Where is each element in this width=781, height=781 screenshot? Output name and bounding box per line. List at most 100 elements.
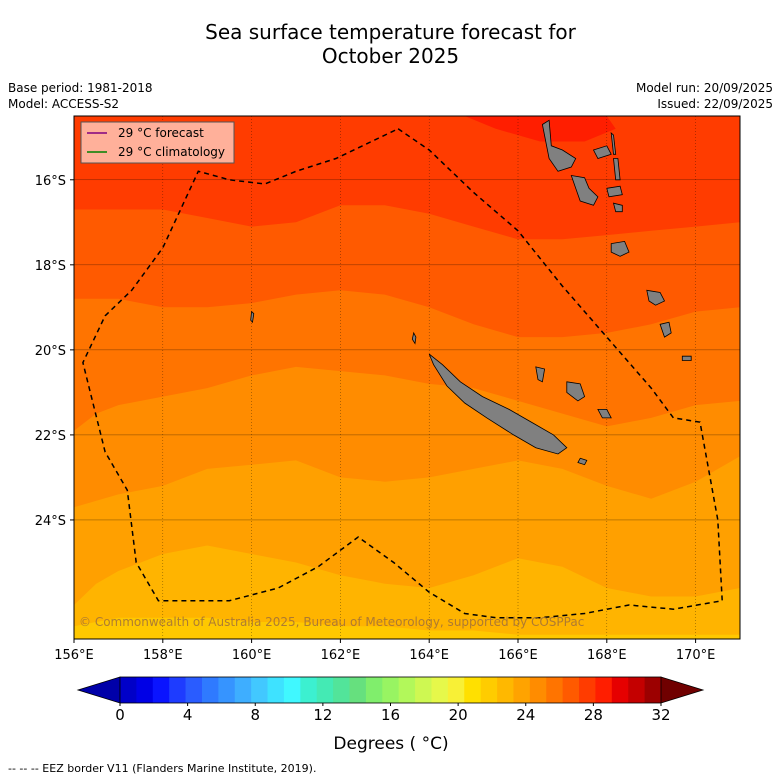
legend-forecast-label: 29 °C forecast (118, 126, 204, 140)
colorbar-tick-label-8: 32 (651, 706, 670, 724)
colorbar-segment-18 (415, 677, 432, 703)
colorbar-segment-6 (218, 677, 236, 703)
colorbar-segment-28 (579, 677, 596, 703)
x-tick-label-4: 164°E (409, 648, 449, 663)
gridlines (74, 116, 740, 639)
x-tick-label-2: 160°E (232, 648, 272, 663)
copyright-text: © Commonwealth of Australia 2025, Bureau… (79, 615, 584, 629)
colorbar-segment-15 (365, 677, 383, 703)
colorbar-segment-0 (120, 677, 137, 703)
colorbar-segment-31 (628, 677, 645, 703)
legend: 29 °C forecast 29 °C climatology (80, 121, 235, 164)
land-17 (681, 355, 692, 361)
colorbar-segment-7 (234, 677, 252, 703)
sst-band-1 (74, 545, 740, 639)
colorbar-segment-10 (283, 677, 301, 703)
colorbar-segment-21 (464, 677, 482, 703)
colorbar-segment-4 (185, 677, 203, 703)
land-14 (610, 240, 630, 257)
land-masses (250, 119, 692, 466)
land-9 (613, 158, 621, 181)
colorbar-segment-8 (251, 677, 268, 703)
colorbar-tick-label-3: 12 (313, 706, 332, 724)
land-13 (612, 202, 623, 213)
land-10 (592, 145, 612, 159)
colorbar-segment-25 (529, 677, 547, 703)
x-tick-label-1: 158°E (143, 648, 183, 663)
colorbar-segment-1 (136, 677, 154, 703)
land-8 (610, 131, 617, 155)
x-tick-label-6: 168°E (587, 648, 627, 663)
colorbar-extend-low (76, 676, 121, 704)
colorbar-segment-29 (595, 677, 613, 703)
colorbar-tick-label-0: 0 (115, 706, 125, 724)
x-tick-label-0: 156°E (54, 648, 94, 663)
map-frame (73, 115, 741, 640)
colorbar-tick-label-4: 16 (381, 706, 400, 724)
eez-layer (82, 127, 723, 619)
land-11 (570, 174, 599, 206)
land-5 (597, 408, 612, 419)
colorbar-tick-label-5: 20 (449, 706, 468, 724)
land-15 (646, 289, 666, 306)
colorbar-tick-label-7: 28 (584, 706, 603, 724)
colorbar-extend-high (660, 676, 705, 704)
eez-footnote: -- -- -- EEZ border V11 (Flanders Marine… (8, 762, 317, 775)
colorbar-tick-label-6: 24 (516, 706, 535, 724)
colorbar-segment-19 (431, 677, 449, 703)
colorbar-segment-17 (398, 677, 416, 703)
land-12 (606, 185, 623, 198)
y-tick-label-2: 20°S (35, 344, 66, 359)
x-axis-ticks: 156°E 158°E 160°E 162°E 164°E 166°E 168°E 170°E (54, 639, 715, 663)
colorbar-segment-27 (562, 677, 580, 703)
y-axis-ticks: 16°S 18°S 20°S 22°S 24°S (35, 174, 74, 529)
colorbar-segment-9 (267, 677, 285, 703)
y-tick-label-3: 22°S (35, 429, 66, 444)
colorbar-segment-5 (201, 677, 219, 703)
model-run: Model run: 20/09/2025 (635, 81, 773, 95)
colorbar-segment-13 (333, 677, 350, 703)
colorbar-tick-label-2: 8 (250, 706, 260, 724)
title-line-2: October 2025 (321, 44, 460, 68)
colorbar-segment-30 (611, 677, 629, 703)
land-2 (411, 331, 417, 345)
colorbar-segment-24 (513, 677, 531, 703)
x-tick-label-7: 170°E (676, 648, 716, 663)
colorbar-segment-3 (169, 677, 186, 703)
sst-top-patch (464, 116, 616, 142)
legend-climatology-label: 29 °C climatology (118, 145, 225, 159)
y-tick-label-1: 18°S (35, 259, 66, 274)
model-name: Model: ACCESS-S2 (8, 97, 120, 111)
land-7 (541, 119, 577, 172)
land-16 (659, 321, 672, 338)
y-tick-label-4: 24°S (35, 514, 66, 529)
land-6 (250, 310, 255, 324)
colorbar-tick-label-1: 4 (183, 706, 193, 724)
colorbar-segment-20 (447, 677, 465, 703)
legend-box (80, 121, 235, 164)
colorbar: 0 4 8 12 16 20 24 28 32 (76, 676, 705, 724)
colorbar-segment-12 (316, 677, 334, 703)
base-period: Base period: 1981-2018 (8, 81, 153, 95)
land-4 (566, 381, 586, 402)
eez-border (82, 127, 723, 619)
colorbar-label: Degrees ( °C) (333, 734, 448, 754)
colorbar-segment-23 (497, 677, 514, 703)
issued-date: Issued: 22/09/2025 (657, 97, 773, 111)
y-tick-label-0: 16°S (35, 174, 66, 189)
x-tick-label-5: 166°E (498, 648, 538, 663)
title-line-1: Sea surface temperature forecast for (205, 20, 576, 44)
land-1 (577, 457, 588, 466)
colorbar-segment-2 (152, 677, 170, 703)
colorbar-segment-22 (480, 677, 498, 703)
sst-band-0 (74, 617, 740, 639)
x-tick-label-3: 162°E (321, 648, 361, 663)
land-3 (535, 366, 546, 383)
land-0 (428, 353, 568, 455)
colorbar-segment-14 (349, 677, 367, 703)
colorbar-segment-16 (382, 677, 400, 703)
colorbar-segment-32 (644, 677, 662, 703)
colorbar-segment-26 (546, 677, 564, 703)
colorbar-segment-11 (300, 677, 318, 703)
